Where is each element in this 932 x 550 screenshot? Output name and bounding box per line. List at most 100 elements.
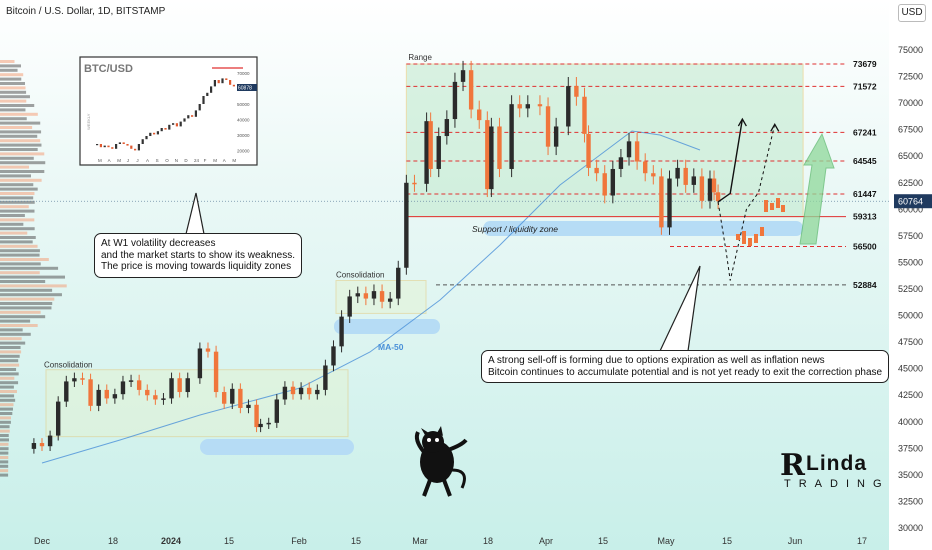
candle-body (489, 126, 494, 190)
inset-y-tick: 40000 (237, 118, 250, 123)
volume-profile-bar (0, 271, 40, 275)
inset-candle (194, 110, 197, 117)
price-level-label: 64545 (853, 156, 877, 166)
candle-body (404, 182, 409, 268)
y-tick-label: 57500 (898, 231, 923, 241)
x-tick-label: Jun (788, 536, 803, 546)
candle-body (185, 378, 190, 393)
candle-body (715, 192, 721, 202)
candle-body (266, 422, 271, 425)
inset-candle (179, 121, 182, 127)
inset-candle (210, 86, 213, 93)
volume-profile-bar (0, 196, 34, 200)
cat-tail (451, 468, 466, 489)
projected-candle (760, 227, 764, 236)
inset-candle (225, 78, 228, 80)
currency-button[interactable]: USD (898, 4, 926, 22)
inset-month-label: M (232, 158, 236, 163)
price-level-label: 59313 (853, 212, 877, 222)
y-tick-label: 30000 (898, 523, 923, 533)
volume-profile-bar (0, 152, 45, 156)
volume-profile-bar (0, 346, 21, 349)
inset-chart: BTC/USDWEEKLY700006000050000400003000020… (79, 56, 258, 166)
volume-profile-bar (0, 460, 9, 464)
projection-arrowhead (770, 123, 780, 132)
inset-candle (103, 145, 106, 148)
inset-candle (213, 80, 216, 87)
volume-profile-bar (0, 73, 24, 77)
candle-body (355, 293, 360, 297)
volume-profile-bar (0, 469, 9, 473)
green-target-arrow (799, 132, 835, 245)
volume-profile-bar (0, 306, 52, 310)
candle-body (626, 141, 632, 158)
inset-candle (99, 144, 102, 148)
y-tick-label: 45000 (898, 364, 923, 374)
inset-candle (137, 144, 140, 151)
candle-body (128, 380, 134, 382)
projected-candle (764, 200, 768, 212)
x-tick-label: 2024 (161, 536, 181, 546)
candle-body (290, 386, 296, 395)
candle-body (306, 387, 312, 395)
volume-profile-bar (0, 156, 34, 160)
volume-profile-bar (0, 372, 19, 376)
candle-body (460, 70, 466, 82)
inset-candle (198, 104, 201, 111)
inset-candle (149, 132, 152, 136)
price-level-label: 73679 (853, 59, 877, 69)
volume-profile-bar (0, 134, 38, 138)
candle-body (145, 389, 150, 396)
candle-body (80, 378, 85, 380)
candle-body (177, 378, 182, 393)
cat-limbs (414, 431, 468, 497)
candle-body (96, 389, 101, 406)
callout-right-pointer (659, 265, 701, 352)
projected-candle (776, 198, 780, 208)
projection-scenario-up (717, 118, 744, 203)
volume-profile-bar (0, 112, 38, 116)
inset-month-label: A (223, 158, 226, 163)
candle-body (387, 298, 393, 302)
y-tick-label: 55000 (898, 257, 923, 267)
candle-body (634, 141, 640, 162)
volume-profile-bar (0, 354, 20, 358)
y-tick-label: 40000 (898, 417, 923, 427)
inset-candle (191, 115, 194, 117)
volume-profile-bar (0, 222, 24, 226)
x-tick-label: Feb (291, 536, 307, 546)
candle-body (205, 348, 211, 352)
candle-body (659, 176, 664, 228)
y-tick-label: 42500 (898, 390, 923, 400)
cat-eye (435, 438, 439, 442)
volume-profile-bar (0, 359, 19, 363)
inset-candle (206, 92, 209, 96)
inset-side-label: WEEKLY (86, 113, 91, 130)
candle-body (363, 293, 369, 299)
inset-y-tick: 30000 (237, 133, 250, 138)
candle-body (610, 168, 616, 196)
candle-body (477, 109, 482, 121)
volume-profile-bar (0, 214, 25, 217)
candle-body (331, 346, 336, 366)
volume-profile-bar (0, 99, 27, 103)
volume-profile-bar (0, 438, 10, 442)
volume-profile-bar (0, 236, 36, 239)
inset-price-label: 60878 (238, 86, 252, 92)
candle-body (88, 379, 93, 406)
ma50-label: MA-50 (378, 342, 404, 352)
projected-candle (736, 234, 740, 240)
inset-month-label: A (108, 158, 111, 163)
callout-right-line: Bitcoin continues to accumulate potentia… (488, 366, 883, 378)
inset-candle (141, 139, 144, 144)
inset-candle (183, 118, 186, 122)
volume-profile-bar (0, 434, 9, 437)
candle-body (509, 104, 514, 169)
chart-title: Bitcoin / U.S. Dollar, 1D, BITSTAMP (6, 6, 166, 17)
candle-body (396, 267, 401, 299)
volume-profile-bar (0, 77, 22, 81)
volume-profile-bar (0, 275, 66, 279)
volume-profile-bar (0, 332, 31, 336)
price-level-label: 71572 (853, 81, 877, 91)
